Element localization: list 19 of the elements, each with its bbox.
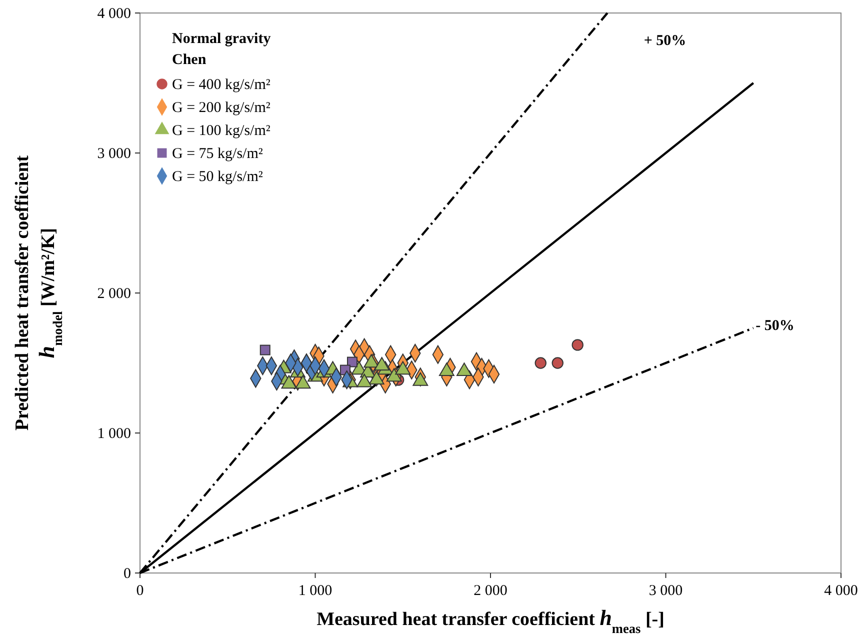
legend-label: G = 50 kg/s/m² bbox=[172, 169, 264, 185]
legend-label: G = 100 kg/s/m² bbox=[172, 123, 271, 139]
legend-label: G = 400 kg/s/m² bbox=[172, 77, 271, 93]
x-tick-label: 4 000 bbox=[824, 583, 858, 599]
annotation: - 50% bbox=[756, 318, 794, 334]
y-tick-label: 3 000 bbox=[97, 146, 131, 162]
legend-title: Normal gravity Chen bbox=[172, 31, 272, 68]
annotation: + 50% bbox=[644, 33, 686, 49]
x-tick-label: 0 bbox=[136, 583, 144, 599]
legend-label: G = 75 kg/s/m² bbox=[172, 146, 264, 162]
legend-label: G = 200 kg/s/m² bbox=[172, 100, 271, 116]
x-tick-label: 3 000 bbox=[648, 583, 683, 599]
y-tick-label: 0 bbox=[124, 566, 131, 582]
y-tick-label: 4 000 bbox=[97, 6, 131, 22]
y-tick-label: 2 000 bbox=[97, 286, 131, 302]
x-tick-label: 1 000 bbox=[298, 583, 332, 599]
y-tick-label: 1 000 bbox=[97, 426, 131, 442]
x-tick-label: 2 000 bbox=[474, 583, 508, 599]
x-axis-title: Measured heat transfer coefficient h$_{meas}$ [-] bbox=[316, 606, 664, 636]
